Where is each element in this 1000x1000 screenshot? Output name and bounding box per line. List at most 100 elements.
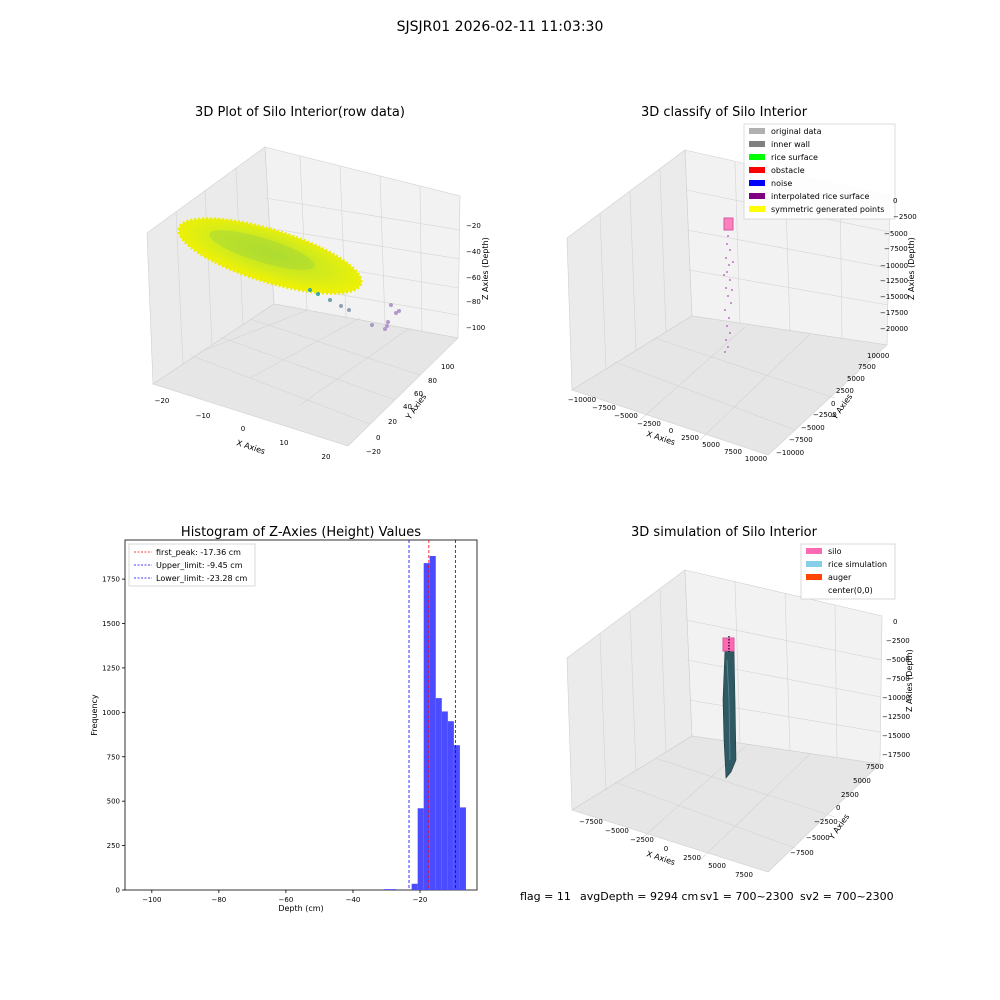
simulation-ztick: −17500	[882, 751, 910, 759]
classify-ztick: −2500	[893, 213, 917, 221]
classify-xtick: 2500	[681, 434, 699, 442]
classify-ytick: 2500	[836, 387, 854, 395]
status-footer: flag = 11 avgDepth = 9294 cm sv1 = 700~2…	[520, 890, 894, 903]
raw-xtick: 0	[241, 425, 245, 433]
panel-raw-3d: 3D Plot of Silo Interior(row data)	[146, 105, 490, 461]
histogram-bar	[459, 807, 466, 890]
legend-swatch	[749, 180, 765, 186]
raw-ytick: 0	[376, 434, 380, 442]
raw-zlabel: Z Axies (Depth)	[481, 237, 490, 300]
raw-ytick: 40	[403, 403, 412, 411]
histogram-xtick-label: −100	[142, 896, 161, 904]
classify-ytick: −10000	[776, 449, 804, 457]
raw-title: 3D Plot of Silo Interior(row data)	[195, 105, 405, 120]
classify-title: 3D classify of Silo Interior	[641, 105, 808, 120]
raw-ztick: −60	[466, 274, 481, 282]
simulation-ytick: 2500	[841, 791, 859, 799]
histogram-bars	[384, 555, 466, 890]
histogram-ytick-label: 1250	[102, 664, 120, 672]
histogram-xticks: −100 −80 −60 −40 −20	[142, 890, 427, 904]
histogram-bar	[390, 889, 397, 890]
classify-ztick: −12500	[880, 277, 908, 285]
classify-ytick: 7500	[858, 363, 876, 371]
histogram-bar	[441, 711, 448, 890]
classify-ztick: −17500	[880, 309, 908, 317]
legend-label: first_peak: -17.36 cm	[156, 548, 241, 557]
histogram-ytick-label: 750	[107, 753, 120, 761]
classify-ytick: −5000	[801, 424, 825, 432]
classify-xtick: −5000	[614, 412, 638, 420]
legend-label: interpolated rice surface	[771, 192, 869, 201]
raw-ztick: −40	[466, 248, 481, 256]
histogram-bar	[429, 555, 436, 890]
sv1-text: sv1 = 700~2300	[700, 890, 794, 903]
simulation-ztick: 0	[893, 618, 897, 626]
simulation-ztick: −2500	[886, 637, 910, 645]
simulation-xlabel: X Axies	[645, 849, 676, 867]
classify-xtick: −2500	[637, 420, 661, 428]
histogram-xtick-label: −40	[346, 896, 361, 904]
classify-ytick: −2500	[813, 411, 837, 419]
histogram-vlines	[408, 540, 456, 890]
raw-ztick: −80	[466, 298, 481, 306]
raw-xtick: −10	[196, 412, 211, 420]
legend-swatch	[749, 193, 765, 199]
simulation-xtick: −5000	[605, 827, 629, 835]
classify-ytick: 10000	[867, 352, 889, 360]
raw-xtick: −20	[155, 397, 170, 405]
classify-gridlines	[599, 161, 891, 441]
classify-xtick: 5000	[702, 441, 720, 449]
histogram-xtick-label: −20	[413, 896, 428, 904]
classify-interpolated-points	[723, 235, 734, 353]
legend-label: center(0,0)	[828, 586, 873, 595]
simulation-legend: silo rice simulation auger center(0,0)	[800, 543, 896, 600]
histogram-ytick-label: 1000	[102, 709, 120, 717]
legend-swatch	[749, 206, 765, 212]
simulation-ztick: −12500	[882, 713, 910, 721]
simulation-ytick: −2500	[814, 818, 838, 826]
simulation-title: 3D simulation of Silo Interior	[631, 525, 818, 540]
legend-label: inner wall	[771, 140, 810, 149]
histogram-bar	[435, 698, 442, 890]
simulation-zlabel: Z Axies (Depth)	[905, 649, 914, 712]
simulation-xtick: −7500	[579, 818, 603, 826]
legend-swatch	[806, 574, 822, 580]
classify-ztick: −15000	[880, 293, 908, 301]
histogram-legend: first_peak: -17.36 cm Upper_limit: -9.45…	[128, 543, 256, 587]
classify-ztick: −20000	[880, 325, 908, 333]
avg-depth-text: avgDepth = 9294 cm	[580, 890, 698, 903]
histogram-bar	[417, 808, 424, 890]
histogram-xtick-label: −60	[279, 896, 294, 904]
legend-swatch	[806, 548, 822, 554]
legend-label: Upper_limit: -9.45 cm	[156, 561, 243, 570]
simulation-ztick: −15000	[882, 732, 910, 740]
raw-surface-inner	[209, 230, 315, 270]
legend-swatch	[749, 167, 765, 173]
raw-xtick: 20	[322, 453, 331, 461]
classify-zlabel: Z Axies (Depth)	[907, 237, 916, 300]
simulation-ytick: −7500	[790, 849, 814, 857]
simulation-xtick: −2500	[630, 836, 654, 844]
legend-label: noise	[771, 179, 792, 188]
histogram-yticks: 0 250 500 750 1000 1250 1500 1750	[102, 576, 125, 895]
histogram-ylabel: Frequency	[90, 694, 99, 736]
legend-swatch	[749, 128, 765, 134]
histogram-bar	[384, 889, 391, 890]
simulation-ztick: −10000	[882, 694, 910, 702]
histogram-ytick-label: 500	[107, 798, 120, 806]
histogram-bar	[423, 563, 430, 890]
flag-text: flag = 11	[520, 890, 571, 903]
classify-ztick: −5000	[884, 230, 908, 238]
simulation-xtick: 2500	[683, 854, 701, 862]
simulation-ztick: −7500	[886, 675, 910, 683]
histogram-ytick-label: 0	[116, 887, 120, 895]
histogram-bar	[453, 745, 460, 890]
histogram-bar	[411, 883, 418, 890]
histogram-xlabel: Depth (cm)	[278, 904, 323, 913]
panel-simulation-3d: 3D simulation of Silo Interior silo rice…	[566, 525, 914, 879]
simulation-ytick: 0	[836, 804, 840, 812]
raw-ztick: −100	[466, 324, 485, 332]
simulation-xtick: 5000	[708, 862, 726, 870]
raw-xlabel: X Axies	[235, 438, 266, 456]
